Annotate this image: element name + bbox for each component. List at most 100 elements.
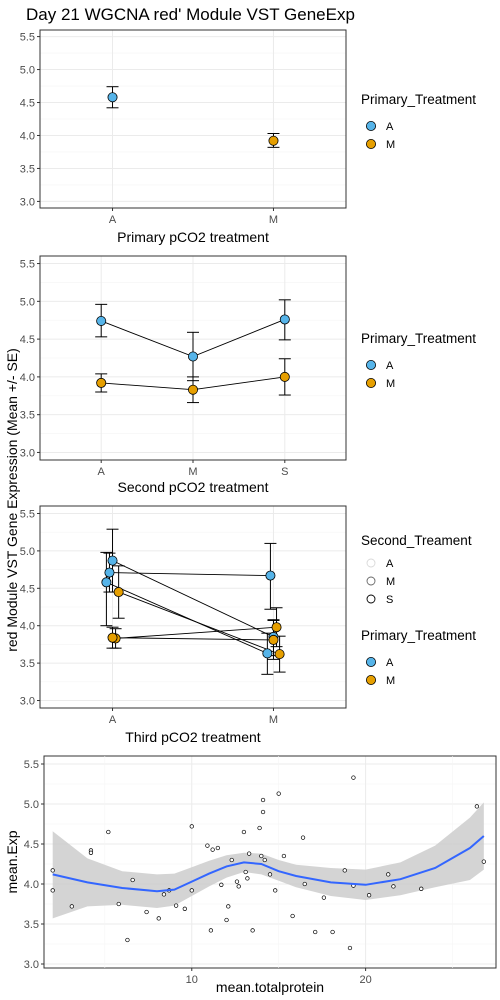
data-point	[224, 917, 229, 923]
data-point	[50, 868, 55, 873]
legend-key-M	[365, 138, 376, 149]
y-tick-label: 4.0	[20, 130, 35, 142]
data-point	[88, 850, 94, 855]
x-tick-label: A	[109, 714, 117, 726]
y-tick-label: 3.5	[20, 163, 35, 175]
legend-label: A	[386, 360, 394, 372]
y-tick-label: 3.5	[20, 410, 35, 422]
legend-key-M	[365, 377, 376, 388]
legend-title: Primary_Treatment	[361, 628, 476, 643]
data-point	[276, 791, 281, 796]
y-tick-label: 4.5	[20, 583, 35, 595]
data-point-M	[96, 377, 107, 388]
data-point	[208, 928, 214, 933]
data-point	[234, 879, 240, 884]
data-point	[474, 804, 480, 809]
data-point	[182, 906, 187, 911]
data-point	[69, 904, 74, 909]
chart-panel-4: 3.0 3.5 4.0 4.5 5.0 5.5 10 20 mean.totalprotein m…	[4, 755, 497, 995]
data-point	[386, 872, 391, 877]
data-point	[226, 904, 231, 909]
legends: Primary_TreatmentAMPrimary_TreatmentAMSe…	[361, 92, 476, 687]
data-point	[210, 847, 215, 852]
data-point	[351, 775, 356, 780]
data-point-A	[104, 567, 115, 578]
data-point-A	[96, 315, 107, 326]
series-line	[118, 591, 280, 655]
data-point	[241, 829, 247, 835]
data-point	[391, 884, 396, 889]
legend-key-M	[366, 576, 376, 586]
y-tick-label: 4.5	[24, 839, 39, 851]
data-point-M	[274, 649, 285, 660]
data-point-A	[107, 92, 118, 103]
data-point	[130, 877, 135, 883]
data-point	[205, 843, 210, 848]
data-point	[245, 876, 250, 881]
y-tick-label: 4.5	[20, 98, 35, 110]
data-point-M	[271, 622, 282, 633]
data-point	[302, 881, 307, 887]
y-tick-label: 4.0	[24, 879, 39, 891]
legend-title: Primary_Treatment	[361, 331, 476, 346]
data-point-M	[268, 135, 279, 146]
legend-label: A	[386, 558, 394, 570]
y-tick-label: 3.0	[20, 196, 35, 208]
x-tick-label: S	[281, 466, 288, 478]
data-point	[116, 901, 121, 907]
data-point-A	[101, 577, 112, 588]
data-point-M	[187, 384, 198, 395]
x-tick-label: M	[269, 214, 278, 226]
y-tick-label: 3.0	[20, 696, 35, 708]
y-tick-label: 5.5	[20, 259, 35, 271]
data-point-M	[113, 587, 124, 598]
y-tick-label: 5.5	[20, 32, 35, 44]
data-point-A	[262, 648, 273, 659]
panel-border-2	[39, 505, 347, 709]
legend-label: A	[386, 121, 394, 133]
y-tick-label: 4.5	[20, 334, 35, 346]
legend-label: A	[386, 657, 394, 669]
legend-key-A	[366, 558, 376, 568]
x-tick-label: M	[269, 714, 278, 726]
data-point	[50, 888, 55, 893]
data-point-A	[187, 351, 198, 362]
legend-label: M	[386, 378, 395, 390]
data-point	[257, 825, 262, 831]
legend-label: M	[386, 675, 395, 687]
data-point-M	[279, 371, 290, 382]
figure-title: Day 21 WGCNA red' Module VST GeneExp	[26, 5, 355, 24]
data-point	[125, 937, 130, 943]
y-tick-label: 4.0	[20, 372, 35, 384]
data-point	[267, 872, 273, 877]
legend-primary-treatment-2: Primary_Treatment AM	[361, 331, 476, 390]
x-tick-label: 10	[186, 974, 198, 986]
data-point	[262, 857, 267, 863]
y-tick-label: 5.5	[24, 759, 39, 771]
series-line	[115, 626, 277, 639]
data-point	[144, 909, 149, 915]
data-point	[215, 845, 220, 851]
data-point	[366, 893, 372, 898]
legend-title: Second_Treament	[361, 533, 472, 548]
chart-panel-3: 3.0 3.5 4.0 4.5 5.0 5.5 A M Third pCO2 treatment	[20, 505, 347, 745]
data-point	[243, 869, 248, 875]
chart-panel-2: 3.0 3.5 4.0 4.5 5.0 5.5 A M S Second pCO2 treatme…	[20, 255, 347, 495]
legend-key-A	[365, 121, 376, 132]
data-point	[300, 835, 306, 840]
legend-key-A	[365, 359, 376, 370]
data-point	[219, 882, 224, 887]
y-tick-label: 4.0	[20, 621, 35, 633]
legend-key-A	[365, 657, 376, 668]
legend-key-M	[365, 675, 376, 686]
data-point-M	[107, 632, 118, 643]
shared-y-axis-label: red Module VST Gene Expression (Mean +/-…	[4, 348, 20, 652]
data-point-A	[265, 570, 276, 581]
data-point	[229, 857, 234, 863]
data-point	[281, 853, 287, 859]
legend-primary-treatment-3: Primary_Treatment AM	[361, 628, 476, 687]
data-point	[250, 928, 255, 933]
panel-border-3	[43, 755, 497, 969]
data-point	[173, 903, 179, 908]
y-axis-title: mean.Exp	[4, 830, 20, 893]
